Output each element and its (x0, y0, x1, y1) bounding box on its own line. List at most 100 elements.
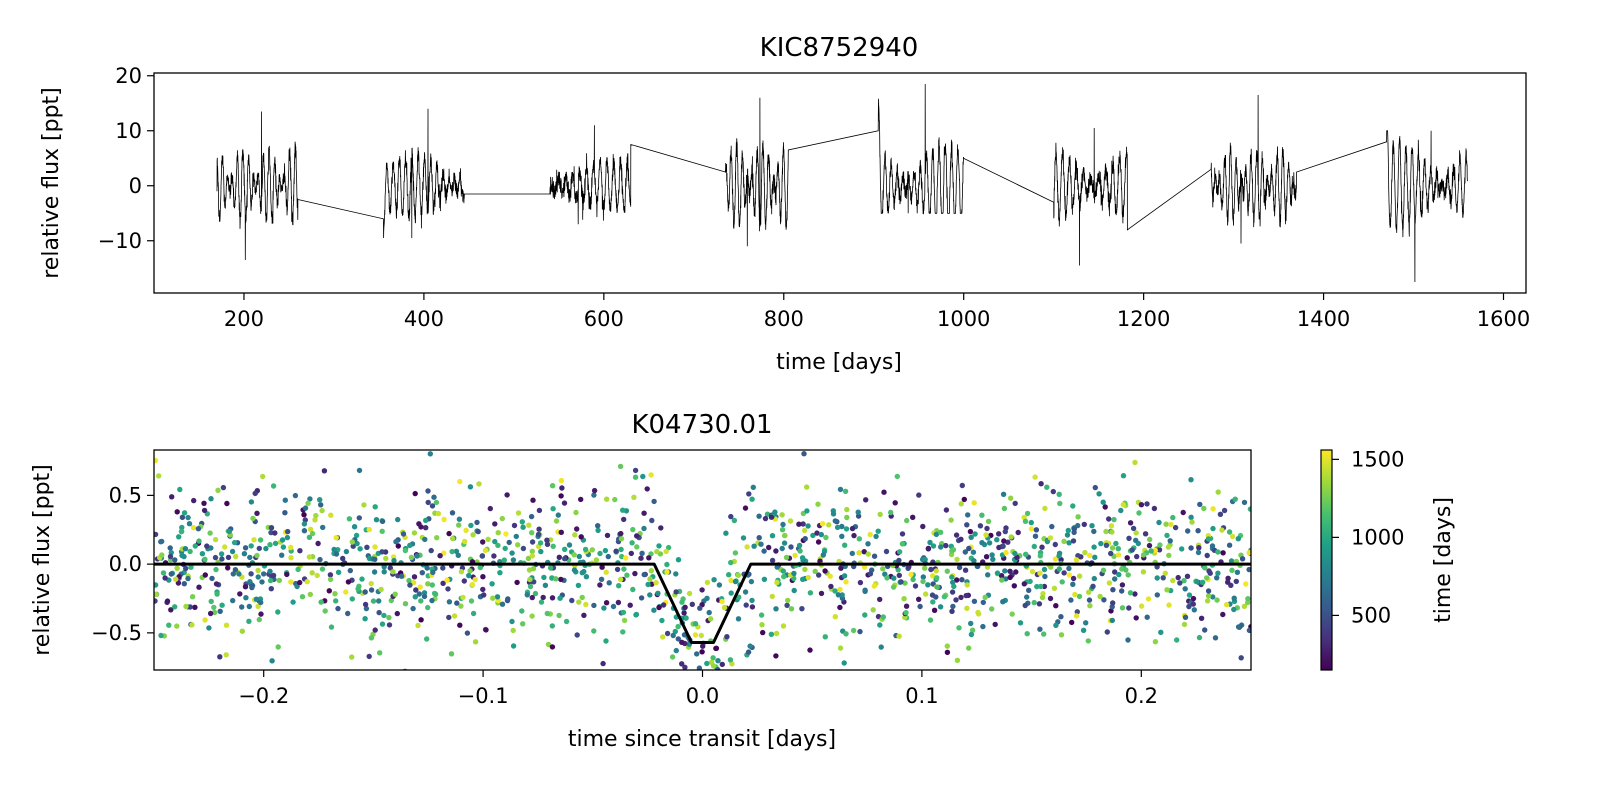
scatter-point (243, 595, 249, 601)
scatter-point (1162, 570, 1169, 576)
scatter-point (842, 488, 849, 494)
scatter-point (468, 598, 475, 604)
scatter-point (230, 571, 236, 577)
scatter-point (618, 530, 624, 537)
scatter-point (246, 618, 252, 624)
scatter-point (1066, 572, 1073, 578)
scatter-point (230, 597, 236, 604)
bottom-transit-model (154, 562, 1251, 644)
scatter-point (1028, 526, 1035, 532)
scatter-point (726, 572, 732, 578)
scatter-point (237, 591, 243, 597)
scatter-point (1195, 549, 1202, 556)
scatter-point (620, 609, 627, 616)
scatter-point (569, 597, 575, 604)
scatter-point (656, 604, 662, 611)
scatter-point (549, 595, 556, 601)
scatter-point (880, 614, 886, 620)
scatter-point (1048, 564, 1054, 570)
scatter-point (418, 617, 424, 623)
scatter-point (660, 602, 667, 608)
scatter-point (425, 488, 431, 494)
scatter-point (953, 597, 959, 603)
scatter-point (954, 556, 960, 563)
scatter-point (370, 598, 377, 604)
scatter-point (470, 610, 477, 617)
scatter-point (154, 598, 158, 604)
scatter-point (578, 534, 584, 540)
scatter-point (1109, 529, 1115, 535)
scatter-point (751, 543, 757, 549)
scatter-point (839, 533, 845, 539)
scatter-point (827, 573, 833, 579)
scatter-point (525, 555, 532, 562)
scatter-point (870, 607, 876, 613)
scatter-point (648, 472, 654, 478)
scatter-point (314, 572, 320, 579)
scatter-point (707, 616, 714, 622)
scatter-point (547, 565, 554, 571)
scatter-point (1089, 523, 1095, 529)
scatter-point (956, 564, 963, 571)
scatter-point (497, 570, 503, 576)
scatter-point (1053, 622, 1059, 628)
scatter-point (673, 589, 679, 595)
bottom-chart-title: K04730.01 (631, 410, 772, 440)
scatter-point (835, 592, 842, 598)
scatter-point (1152, 547, 1158, 553)
scatter-point (1241, 603, 1248, 609)
scatter-point (468, 522, 474, 529)
scatter-point (933, 531, 940, 537)
scatter-point (943, 507, 950, 513)
scatter-point (1012, 550, 1018, 557)
scatter-point (1091, 544, 1097, 550)
scatter-point (1133, 537, 1139, 543)
scatter-point (224, 500, 230, 507)
scatter-point (392, 591, 398, 597)
scatter-point (379, 518, 386, 524)
scatter-point (480, 539, 486, 545)
scatter-point (841, 660, 847, 666)
scatter-point (851, 532, 857, 539)
scatter-point (641, 525, 647, 532)
scatter-point (1152, 639, 1159, 645)
scatter-point (610, 603, 617, 610)
scatter-point (1008, 495, 1014, 501)
scatter-point (669, 654, 676, 660)
scatter-point (781, 532, 788, 539)
scatter-point (372, 544, 378, 550)
scatter-point (877, 596, 883, 603)
scatter-point (250, 515, 256, 522)
scatter-point (621, 617, 628, 624)
scatter-point (903, 603, 910, 609)
scatter-point (749, 496, 755, 502)
scatter-point (1200, 579, 1206, 585)
scatter-point (164, 598, 171, 604)
scatter-point (670, 632, 676, 639)
scatter-point (220, 484, 227, 491)
scatter-point (849, 550, 855, 557)
scatter-point (454, 600, 460, 606)
scatter-point (591, 487, 598, 494)
scatter-point (796, 521, 802, 527)
scatter-point (624, 572, 630, 578)
scatter-point (416, 591, 422, 597)
scatter-point (487, 505, 493, 512)
scatter-point (796, 542, 803, 549)
scatter-point (495, 542, 501, 549)
scatter-point (527, 576, 533, 583)
scatter-point (623, 555, 629, 561)
scatter-point (746, 491, 752, 497)
scatter-point (664, 561, 670, 568)
scatter-point (1070, 538, 1077, 544)
scatter-point (992, 621, 998, 628)
scatter-point (280, 544, 287, 550)
scatter-point (515, 510, 522, 516)
scatter-point (284, 534, 291, 541)
scatter-point (461, 578, 467, 584)
scatter-point (233, 553, 239, 560)
scatter-point (723, 530, 729, 536)
scatter-point (378, 586, 384, 593)
scatter-point (748, 578, 755, 585)
scatter-point (1042, 505, 1048, 512)
